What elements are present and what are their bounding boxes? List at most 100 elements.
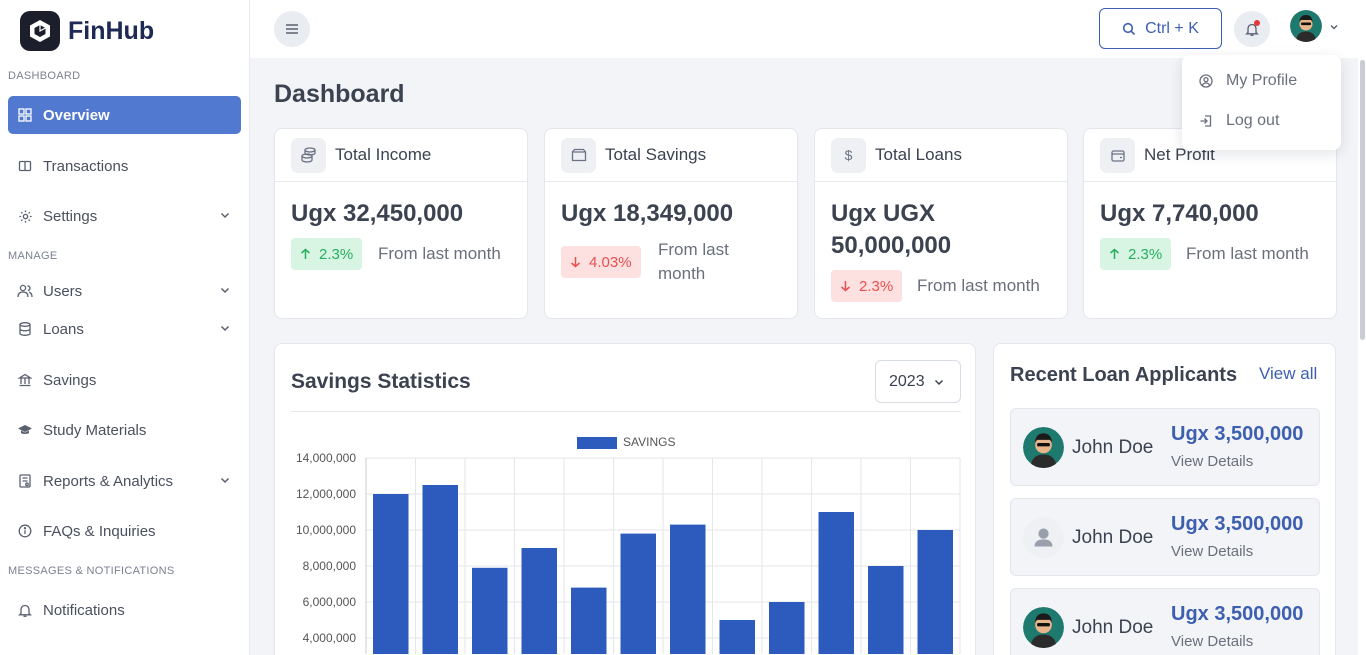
card-title: Total Savings [605,145,707,164]
y-tick-label: 4,000,000 [303,631,357,645]
savings-statistics-panel: Savings Statistics 2023 4,000,000 6,000,0… [274,343,976,655]
sidebar-item-savings[interactable]: Savings [8,361,241,399]
view-details-link[interactable]: View Details [1171,543,1254,560]
sidebar-item-label: Reports & Analytics [43,472,174,490]
menu-toggle-button[interactable] [274,11,310,47]
bar-jun[interactable] [620,533,657,654]
sidebar-item-label: Notifications [43,601,125,619]
wallet-icon [561,137,596,173]
sidebar-item-study-materials[interactable]: Study Materials [8,411,241,449]
loan-applicant-item[interactable]: John Doe Ugx 3,500,000 View Details [1010,498,1320,576]
sidebar-item-notifications[interactable]: Notifications [8,591,241,629]
card-value: Ugx UGX 50,000,000 [831,200,952,259]
search-button[interactable]: Ctrl + K [1099,8,1222,49]
sidebar-item-reports[interactable]: Reports & Analytics [8,462,241,500]
users-icon [16,282,34,300]
search-shortcut: Ctrl + K [1145,19,1199,37]
bar-feb[interactable] [422,485,459,654]
loan-amount: Ugx 3,500,000 [1171,603,1304,625]
sidebar-item-label: Study Materials [43,421,147,439]
avatar [1023,607,1064,648]
sidebar-item-label: Settings [43,207,98,225]
arrow-down-icon [571,257,580,268]
card-value: Ugx 7,740,000 [1100,200,1259,227]
stat-card-loans: $ Total Loans Ugx UGX 50,000,000 2.3% Fr… [814,128,1068,319]
legend-label[interactable]: SAVINGS [623,435,675,449]
recent-loans-panel: Recent Loan Applicants View all John Doe… [993,343,1336,655]
sidebar-item-faqs[interactable]: FAQs & Inquiries [8,512,241,550]
wallet-card-icon [1100,137,1135,173]
change-badge-up: 2.3% [1100,238,1172,270]
brand-logo-icon [20,11,60,51]
view-all-link[interactable]: View all [1259,364,1318,383]
legend-swatch[interactable] [577,437,617,449]
change-note: From last month [378,244,501,263]
bar-nov[interactable] [868,566,904,654]
info-icon [16,522,34,540]
scrollbar-thumb[interactable] [1360,60,1365,340]
change-note: From last month [1186,244,1309,263]
sidebar-item-label: Transactions [43,157,129,175]
bar-sep[interactable] [769,602,805,654]
bar-mar[interactable] [472,567,508,654]
user-avatar[interactable] [1290,10,1322,42]
search-icon [1122,22,1136,35]
sidebar-item-loans[interactable]: Loans [8,310,241,348]
gear-icon [16,207,34,225]
log-out-icon [1200,115,1212,127]
brand[interactable]: FinHub [0,0,249,62]
divider [291,411,961,412]
y-tick-label: 14,000,000 [296,451,356,465]
profile-dropdown: My Profile Log out [1182,55,1341,150]
view-details-link[interactable]: View Details [1171,633,1254,650]
applicant-name: John Doe [1072,527,1154,548]
stat-card-profit: Net Profit Ugx 7,740,000 2.3% From last … [1083,128,1337,319]
panel-title: Recent Loan Applicants [1010,364,1238,386]
bar-apr[interactable] [521,548,558,654]
chevron-down-icon[interactable] [1329,22,1339,32]
sidebar-item-label: Users [43,282,83,300]
arrow-down-icon [841,281,850,292]
sidebar-item-label: Overview [43,106,110,124]
bar-jul[interactable] [670,524,706,654]
avatar-placeholder [1023,517,1064,558]
y-tick-label: 6,000,000 [303,595,357,609]
card-value: Ugx 18,349,000 [561,200,734,227]
avatar [1023,427,1064,468]
bar-dec[interactable] [917,530,954,654]
database-icon [16,320,34,338]
bar-jan[interactable] [373,494,409,654]
chevron-down-icon [220,212,230,219]
bar-may[interactable] [571,587,607,654]
coins-icon [291,137,326,173]
bell-icon [1245,23,1259,36]
applicant-name: John Doe [1072,437,1154,458]
page-title: Dashboard [274,80,405,108]
chevron-down-icon [220,325,230,332]
sidebar-item-transactions[interactable]: Transactions [8,147,241,185]
y-tick-label: 10,000,000 [296,523,356,537]
view-details-link[interactable]: View Details [1171,453,1254,470]
chevron-down-icon [934,379,943,385]
card-title: Total Loans [875,145,962,164]
section-messages: MESSAGES & NOTIFICATIONS [8,565,175,577]
menu-item-my-profile[interactable]: My Profile [1199,69,1297,93]
card-title: Total Income [335,145,432,164]
dollar-icon: $ [831,137,866,173]
year-select[interactable]: 2023 [875,360,961,403]
change-badge-down: 2.3% [831,270,903,302]
sidebar-item-users[interactable]: Users [8,272,241,310]
sidebar-item-overview[interactable]: Overview [8,96,241,134]
loan-applicant-item[interactable]: John Doe Ugx 3,500,000 View Details [1010,588,1320,655]
notifications-button[interactable] [1234,11,1270,47]
bell-icon [16,601,34,619]
hamburger-icon [286,24,298,34]
bar-oct[interactable] [818,512,855,654]
sidebar-item-settings[interactable]: Settings [8,197,241,235]
menu-item-log-out[interactable]: Log out [1199,109,1279,133]
chevron-down-icon [220,477,230,484]
page-scrollbar[interactable] [1358,0,1366,655]
loan-applicant-item[interactable]: John Doe Ugx 3,500,000 View Details [1010,408,1320,486]
bar-aug[interactable] [719,620,756,654]
loan-amount: Ugx 3,500,000 [1171,513,1304,535]
